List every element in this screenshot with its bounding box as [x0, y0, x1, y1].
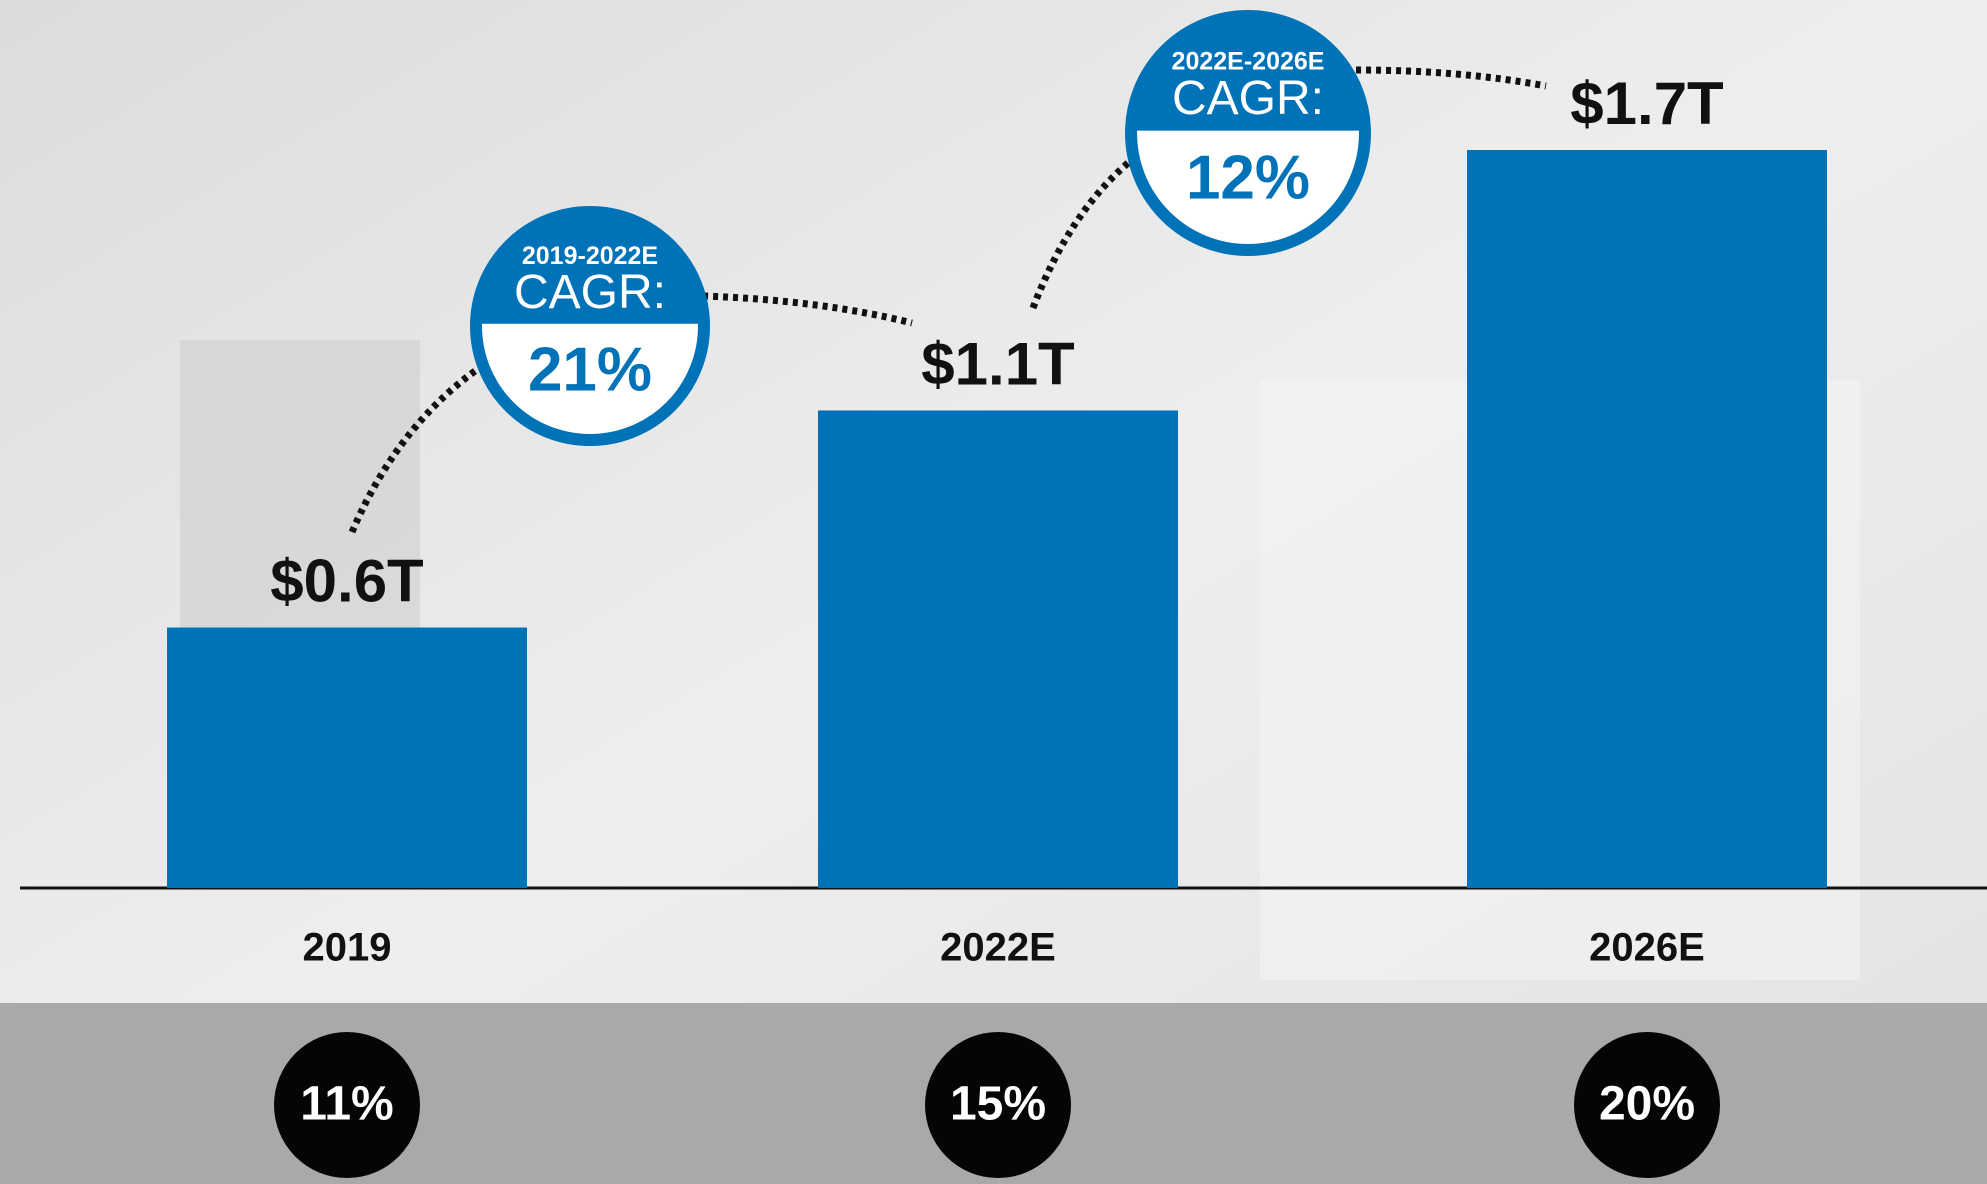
value-label: $1.7T	[1570, 70, 1723, 137]
badge-value: 12%	[1186, 144, 1310, 213]
bar	[167, 628, 527, 888]
badge-label: CAGR:	[514, 266, 666, 319]
x-tick-label: 2022E	[940, 926, 1056, 970]
x-tick-label: 2019	[303, 926, 392, 970]
share-label: 11%	[300, 1078, 393, 1131]
share-label: 15%	[950, 1078, 1046, 1131]
bar	[1467, 150, 1827, 888]
badge-value: 21%	[528, 335, 652, 404]
chart: $0.6T2019$1.1T2022E$1.7T2026E11%15%20%20…	[0, 0, 1987, 1184]
value-label: $0.6T	[270, 547, 423, 614]
bar	[818, 410, 1178, 888]
badge-label: CAGR:	[1172, 72, 1324, 125]
value-label: $1.1T	[921, 330, 1074, 397]
x-tick-label: 2026E	[1589, 926, 1705, 970]
share-label: 20%	[1599, 1078, 1695, 1131]
